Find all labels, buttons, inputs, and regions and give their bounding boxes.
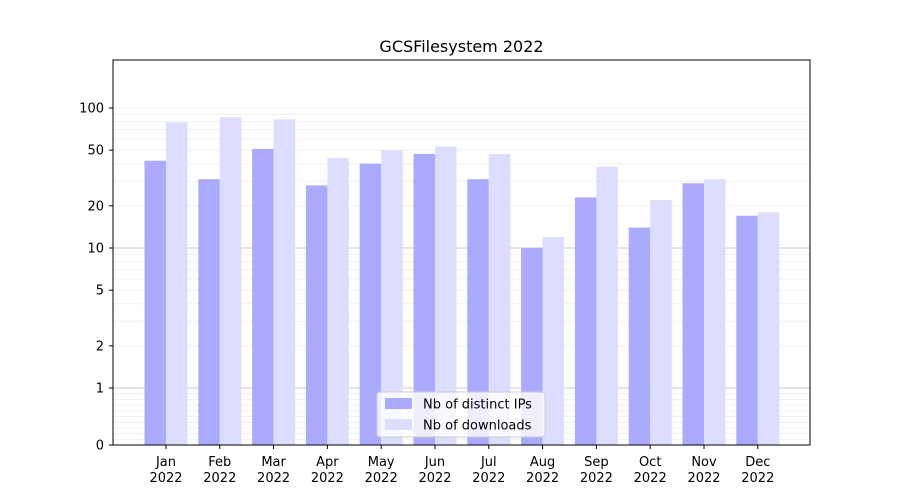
bar-downloads	[596, 166, 618, 445]
x-tick-label: Apr 2022	[311, 455, 344, 486]
x-axis: Jan 2022 Feb 2022 Mar 2022 Apr 2022 May 2022 Jun 20…	[149, 445, 774, 486]
y-tick-label: 2	[96, 339, 104, 354]
chart-title: GCSFilesystem 2022	[379, 37, 543, 56]
y-tick-label: 0	[96, 439, 104, 454]
bar-downloads	[757, 212, 780, 445]
bar-downloads	[542, 236, 565, 445]
bar-distinct-ips	[305, 185, 328, 445]
bar-downloads	[650, 200, 672, 445]
legend-swatch	[385, 419, 412, 430]
x-tick-label: Dec 2022	[741, 455, 774, 486]
bar-distinct-ips	[736, 215, 758, 445]
x-tick-label: Nov 2022	[687, 455, 720, 486]
y-tick-label: 100	[79, 102, 104, 117]
bar-distinct-ips	[413, 153, 435, 445]
plot-frame	[112, 59, 811, 446]
bar-distinct-ips	[198, 179, 220, 446]
y-tick-label: 1	[96, 382, 104, 397]
y-tick-label: 50	[87, 144, 104, 159]
bar-distinct-ips	[144, 160, 166, 445]
bar-distinct-ips	[252, 148, 274, 445]
x-tick-label: Jun 2022	[418, 455, 451, 486]
y-tick-label: 20	[87, 199, 104, 214]
x-tick-label: Jul 2022	[472, 455, 505, 486]
bar-distinct-ips	[359, 163, 382, 445]
y-tick-label: 5	[96, 284, 104, 299]
bar-distinct-ips	[682, 183, 704, 445]
bar-distinct-ips	[574, 197, 597, 445]
bar-downloads	[704, 179, 726, 446]
bar-downloads	[166, 122, 188, 445]
x-tick-label: Sep 2022	[580, 455, 613, 486]
legend-label: Nb of distinct IPs	[423, 398, 532, 413]
x-tick-label: Jan 2022	[149, 455, 182, 486]
bar-downloads	[219, 117, 242, 445]
y-axis: 0 1 2 5 10 20 50 100	[79, 102, 113, 454]
bar-downloads	[327, 157, 349, 445]
x-tick-label: Aug 2022	[526, 455, 559, 486]
bar-downloads	[381, 150, 403, 445]
bar-distinct-ips	[628, 227, 651, 445]
bar-distinct-ips	[467, 179, 489, 446]
y-tick-label: 10	[87, 242, 104, 257]
bar-downloads	[273, 119, 296, 445]
x-tick-label: Mar 2022	[257, 455, 290, 486]
legend-swatch	[385, 398, 412, 409]
bar-downloads	[488, 153, 511, 445]
legend: Nb of distinct IPs Nb of downloads	[376, 391, 546, 438]
bar-downloads	[435, 146, 457, 445]
x-tick-label: Oct 2022	[634, 455, 667, 486]
legend-label: Nb of downloads	[423, 419, 532, 434]
x-tick-label: May 2022	[365, 455, 398, 486]
legend-box	[376, 391, 546, 438]
x-tick-label: Feb 2022	[203, 455, 236, 486]
